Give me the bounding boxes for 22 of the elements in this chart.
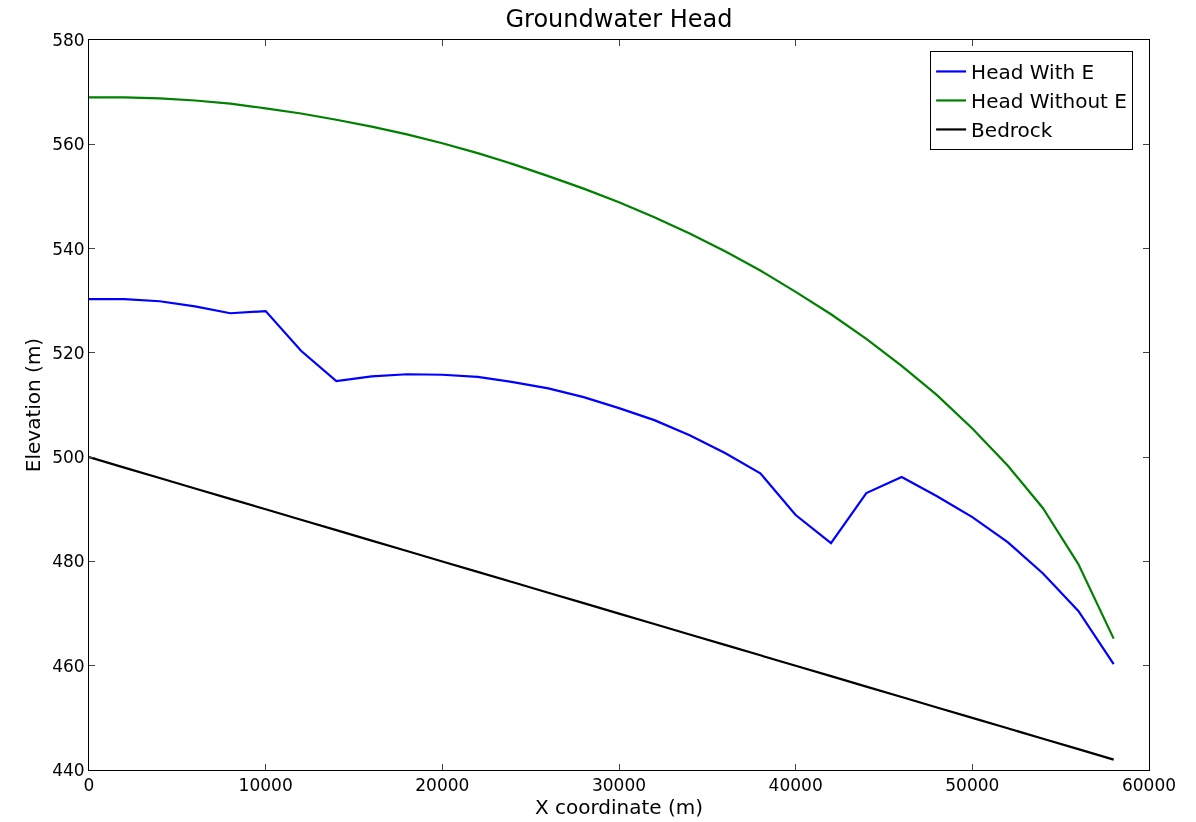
x-tick-label: 60000 [1121, 775, 1177, 796]
y-tick-label: 520 [52, 342, 85, 363]
y-tick-label: 540 [52, 238, 85, 259]
x-tick-label: 10000 [238, 775, 293, 796]
y-axis-title: Elevation (m) [20, 337, 45, 473]
legend-label: Head Without E [971, 89, 1127, 114]
y-tick-label: 480 [52, 551, 85, 572]
x-tick-label: 30000 [591, 775, 647, 796]
x-axis-title: X coordinate (m) [534, 795, 704, 820]
legend-label: Head With E [971, 60, 1095, 85]
y-tick-label: 560 [52, 134, 85, 155]
chart-title: Groundwater Head [505, 4, 733, 33]
x-tick-label: 0 [83, 775, 95, 796]
y-tick-label: 460 [52, 655, 85, 676]
y-tick-label: 580 [52, 29, 85, 50]
y-tick-label: 440 [52, 759, 85, 780]
x-tick-label: 20000 [415, 775, 470, 796]
y-tick-label: 500 [52, 447, 85, 468]
line-series [89, 298, 1115, 666]
legend-label: Bedrock [971, 118, 1053, 143]
x-tick-label: 40000 [768, 775, 823, 796]
x-tick-label: 50000 [945, 775, 1000, 796]
